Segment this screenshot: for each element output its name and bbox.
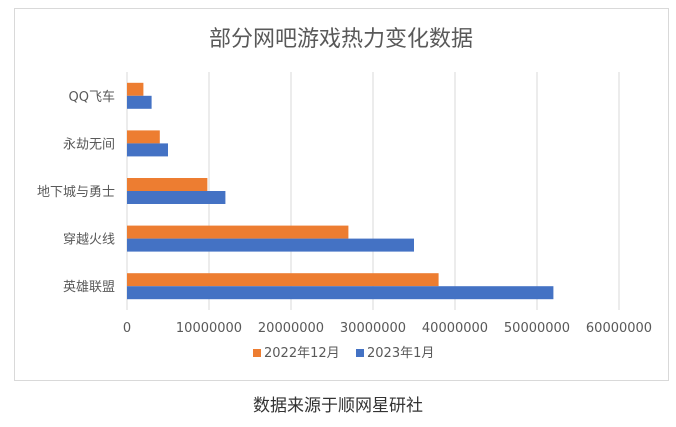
x-tick-label: 0 bbox=[123, 321, 131, 336]
bar-jan-2023 bbox=[127, 191, 226, 204]
x-tick-labels: 0 10000000 20000000 30000000 40000000 5000000… bbox=[123, 321, 652, 336]
x-tick-label: 50000000 bbox=[504, 321, 570, 336]
category-label: 地下城与勇士 bbox=[37, 185, 115, 200]
bar-dec-2022 bbox=[127, 273, 439, 287]
category-labels: 英雄联盟 穿越火线 地下城与勇士 永劫无间 QQ飞车 bbox=[37, 89, 115, 295]
x-tick-label: 20000000 bbox=[258, 321, 324, 336]
legend-swatch bbox=[356, 349, 364, 357]
category-label: 永劫无间 bbox=[63, 137, 115, 152]
bar-dec-2022 bbox=[127, 178, 208, 191]
legend: 2022年12月 2023年1月 bbox=[253, 346, 434, 361]
gridlines bbox=[126, 72, 620, 310]
bar-dec-2022 bbox=[127, 130, 160, 144]
category-label: 穿越火线 bbox=[63, 232, 115, 248]
x-tick-label: 10000000 bbox=[176, 321, 242, 336]
x-tick-label: 40000000 bbox=[422, 321, 488, 336]
x-tick-label: 30000000 bbox=[340, 321, 406, 336]
bar-dec-2022 bbox=[127, 82, 144, 96]
bar-jan-2023 bbox=[127, 95, 152, 109]
bars-group bbox=[127, 82, 554, 300]
bar-jan-2023 bbox=[127, 286, 554, 300]
bar-dec-2022 bbox=[127, 225, 349, 239]
category-label: QQ飞车 bbox=[69, 89, 115, 105]
bar-jan-2023 bbox=[127, 238, 414, 252]
bar-jan-2023 bbox=[127, 143, 168, 157]
category-label: 英雄联盟 bbox=[63, 280, 115, 295]
legend-label: 2023年1月 bbox=[367, 346, 434, 361]
source-caption: 数据来源于顺网星研社 bbox=[253, 396, 423, 416]
chart-title: 部分网吧游戏热力变化数据 bbox=[209, 27, 473, 52]
x-tick-label: 60000000 bbox=[586, 321, 652, 336]
chart-frame bbox=[14, 8, 669, 381]
legend-label: 2022年12月 bbox=[264, 346, 340, 361]
legend-swatch bbox=[253, 349, 261, 357]
